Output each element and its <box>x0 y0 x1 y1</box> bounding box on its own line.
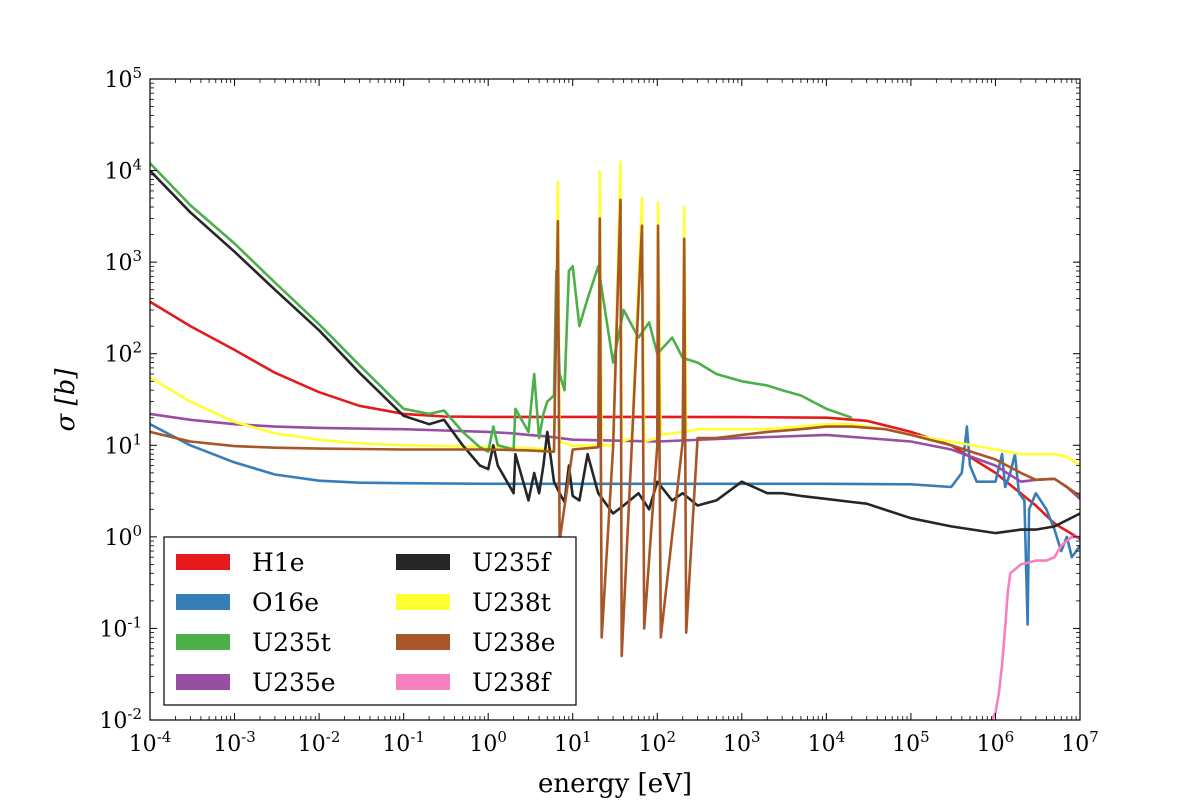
legend-label-u235e: U235e <box>252 668 336 697</box>
legend-label-u238t: U238t <box>472 588 551 617</box>
x-tick-label: 102 <box>638 728 676 757</box>
y-tick-label: 104 <box>104 156 142 185</box>
legend-label-h1e: H1e <box>252 548 305 577</box>
x-tick-label: 103 <box>723 728 761 757</box>
legend-swatch-u235e <box>176 674 230 690</box>
y-tick-label: 100 <box>104 522 142 551</box>
x-tick-label: 100 <box>469 728 507 757</box>
legend-swatch-u238t <box>396 594 450 610</box>
legend-label-o16e: O16e <box>252 588 319 617</box>
legend-label-u238f: U238f <box>472 668 552 697</box>
legend: H1e O16e U235t U235e U235f U238t U238e U238f <box>163 536 577 706</box>
x-tick-label: 105 <box>892 728 930 757</box>
x-tick-label: 106 <box>977 728 1015 757</box>
legend-swatch-u235t <box>176 634 230 650</box>
legend-swatch-o16e <box>176 594 230 610</box>
y-tick-label: 101 <box>104 430 142 459</box>
x-tick-label: 10-4 <box>129 728 172 757</box>
tick-layer: 10-4 10-3 10-2 10-1 100 101 102 103 104 105 106 107… <box>99 64 1098 757</box>
plot-frame <box>149 78 1081 721</box>
series-line-u235t <box>150 162 853 454</box>
series-line-u235f <box>150 169 1080 535</box>
x-tick-label: 101 <box>554 728 592 757</box>
y-axis-title: σ [b] <box>51 368 81 432</box>
series-line-o16e <box>150 423 1080 626</box>
series-line-u238e <box>150 198 1080 658</box>
x-axis-title: energy [eV] <box>538 769 692 799</box>
legend-label-u235f: U235f <box>472 548 552 577</box>
x-tick-label: 10-1 <box>382 728 425 757</box>
legend-swatch-u238e <box>396 634 450 650</box>
x-tick-label: 10-2 <box>298 728 341 757</box>
legend-swatch-u238f <box>396 674 450 690</box>
y-tick-label: 10-1 <box>99 613 142 642</box>
y-tick-label: 103 <box>104 247 142 276</box>
legend-swatch-h1e <box>176 554 230 570</box>
y-tick-label: 102 <box>104 339 142 368</box>
x-tick-label: 107 <box>1061 728 1099 757</box>
y-tick-label: 10-2 <box>99 705 142 734</box>
y-tick-label: 105 <box>104 64 142 93</box>
x-tick-label: 104 <box>808 728 846 757</box>
legend-box <box>163 536 577 706</box>
series-line-u238f <box>990 535 1080 720</box>
x-tick-label: 10-3 <box>213 728 256 757</box>
legend-swatch-u235f <box>396 554 450 570</box>
legend-label-u235t: U235t <box>252 628 331 657</box>
legend-label-u238e: U238e <box>472 628 556 657</box>
series-layer <box>150 160 1080 720</box>
